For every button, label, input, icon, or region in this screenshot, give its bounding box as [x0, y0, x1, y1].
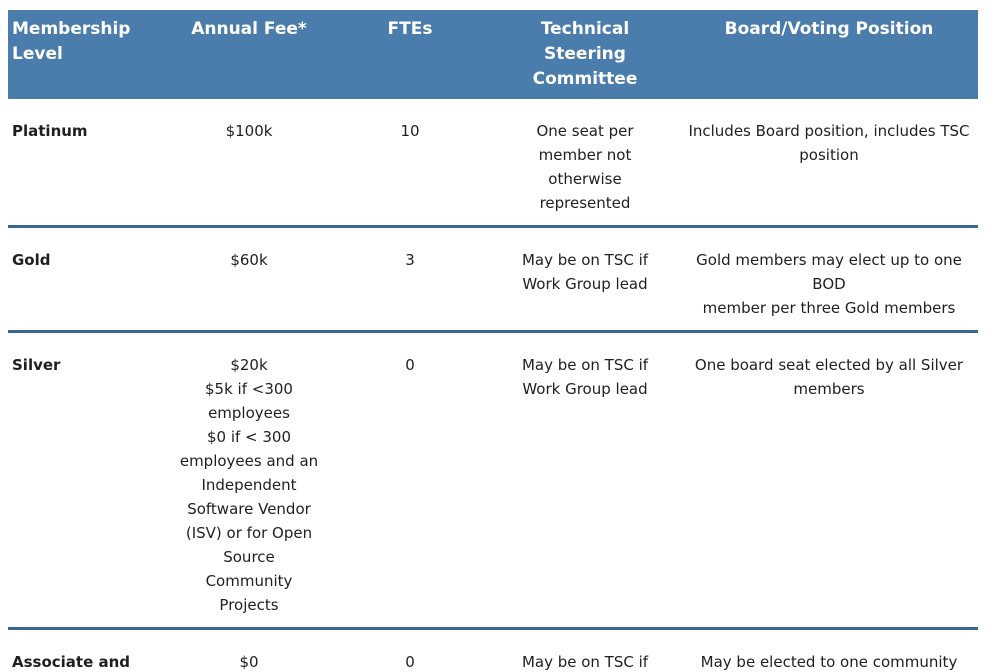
cell-fee: $60k: [230, 251, 268, 269]
cell-fee: $100k: [225, 122, 273, 140]
table-row-platinum: Platinum $100k 10 One seat per member no…: [8, 99, 978, 225]
header-board-voting-position: Board/Voting Position: [724, 19, 934, 39]
cell-tsc: May be on TSC if Work Group lead: [521, 356, 649, 398]
cell-level: Gold: [12, 251, 51, 269]
cell-board: Gold members may elect up to one BOD mem…: [696, 251, 962, 317]
cell-level: Silver: [12, 356, 61, 374]
cell-ftes: 10: [400, 122, 420, 140]
header-membership-level: Membership Level: [12, 19, 131, 64]
cell-fee: $20k $5k if <300 employees $0 if < 300 e…: [179, 356, 319, 614]
table-row-associate-academic: Associate and Academic $0 0 May be on TS…: [8, 627, 978, 672]
table-row-gold: Gold $60k 3 May be on TSC if Work Group …: [8, 225, 978, 330]
cell-level: Platinum: [12, 122, 88, 140]
header-ftes: FTEs: [387, 19, 433, 39]
cell-ftes: 0: [405, 653, 415, 671]
cell-board: Includes Board position, includes TSC po…: [688, 122, 970, 164]
header-annual-fee: Annual Fee*: [191, 19, 307, 39]
header-technical-steering-committee: Technical Steering Committee: [532, 19, 638, 89]
cell-board: May be elected to one community observer…: [700, 653, 958, 671]
cell-ftes: 0: [405, 356, 415, 374]
table-row-silver: Silver $20k $5k if <300 employees $0 if …: [8, 330, 978, 627]
cell-tsc: One seat per member not otherwise repres…: [536, 122, 634, 212]
cell-board: One board seat elected by all Silver mem…: [694, 356, 964, 398]
cell-tsc: May be on TSC if Work Group lead: [521, 653, 649, 671]
cell-ftes: 3: [405, 251, 415, 269]
cell-level: Associate and Academic: [12, 653, 131, 671]
cell-tsc: May be on TSC if Work Group lead: [521, 251, 649, 293]
cell-fee: $0: [239, 653, 259, 671]
table-header-row: Membership Level Annual Fee* FTEs Techni…: [8, 10, 978, 99]
membership-levels-table: Membership Level Annual Fee* FTEs Techni…: [8, 10, 978, 672]
